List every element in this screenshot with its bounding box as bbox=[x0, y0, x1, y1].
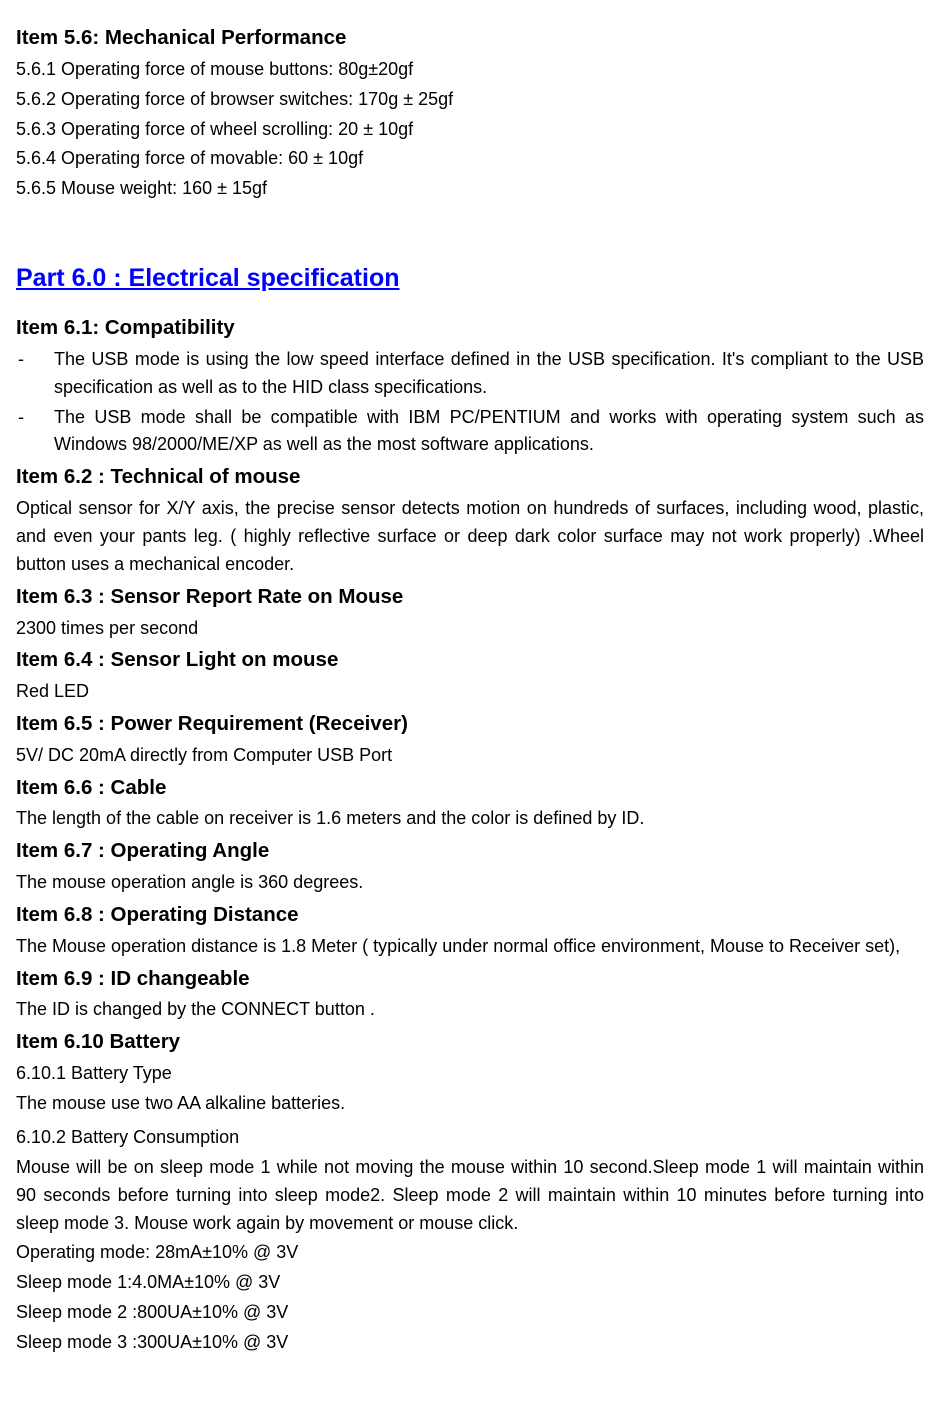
mode-line: Sleep mode 3 :300UA±10% @ 3V bbox=[16, 1329, 924, 1357]
item-5-6-line: 5.6.3 Operating force of wheel scrolling… bbox=[16, 116, 924, 144]
bullet-item: - The USB mode shall be compatible with … bbox=[16, 404, 924, 460]
item-6-5-title: Item 6.5 : Power Requirement (Receiver) bbox=[16, 708, 924, 740]
item-5-6-line: 5.6.5 Mouse weight: 160 ± 15gf bbox=[16, 175, 924, 203]
item-6-4-title: Item 6.4 : Sensor Light on mouse bbox=[16, 644, 924, 676]
part-6-title: Part 6.0 : Electrical specification bbox=[16, 259, 924, 298]
item-6-10-2-title: 6.10.2 Battery Consumption bbox=[16, 1124, 924, 1152]
item-6-3-title: Item 6.3 : Sensor Report Rate on Mouse bbox=[16, 581, 924, 613]
item-6-8-title: Item 6.8 : Operating Distance bbox=[16, 899, 924, 931]
item-6-9-body: The ID is changed by the CONNECT button … bbox=[16, 996, 924, 1024]
bullet-item: - The USB mode is using the low speed in… bbox=[16, 346, 924, 402]
item-5-6-line: 5.6.1 Operating force of mouse buttons: … bbox=[16, 56, 924, 84]
bullet-text: The USB mode shall be compatible with IB… bbox=[54, 404, 924, 460]
item-6-7-title: Item 6.7 : Operating Angle bbox=[16, 835, 924, 867]
mode-line: Sleep mode 2 :800UA±10% @ 3V bbox=[16, 1299, 924, 1327]
item-5-6-title: Item 5.6: Mechanical Performance bbox=[16, 22, 924, 54]
item-6-8-body: The Mouse operation distance is 1.8 Mete… bbox=[16, 933, 924, 961]
item-6-1-title: Item 6.1: Compatibility bbox=[16, 312, 924, 344]
item-6-7-body: The mouse operation angle is 360 degrees… bbox=[16, 869, 924, 897]
mode-line: Operating mode: 28mA±10% @ 3V bbox=[16, 1239, 924, 1267]
bullet-dash: - bbox=[16, 346, 54, 402]
item-5-6-line: 5.6.2 Operating force of browser switche… bbox=[16, 86, 924, 114]
item-6-5-body: 5V/ DC 20mA directly from Computer USB P… bbox=[16, 742, 924, 770]
bullet-dash: - bbox=[16, 404, 54, 460]
item-6-10-1-body: The mouse use two AA alkaline batteries. bbox=[16, 1090, 924, 1118]
item-6-10-title: Item 6.10 Battery bbox=[16, 1026, 924, 1058]
item-6-6-title: Item 6.6 : Cable bbox=[16, 772, 924, 804]
item-6-3-body: 2300 times per second bbox=[16, 615, 924, 643]
item-6-4-body: Red LED bbox=[16, 678, 924, 706]
bullet-text: The USB mode is using the low speed inte… bbox=[54, 346, 924, 402]
item-5-6-line: 5.6.4 Operating force of movable: 60 ± 1… bbox=[16, 145, 924, 173]
item-6-6-body: The length of the cable on receiver is 1… bbox=[16, 805, 924, 833]
item-6-9-title: Item 6.9 : ID changeable bbox=[16, 963, 924, 995]
mode-line: Sleep mode 1:4.0MA±10% @ 3V bbox=[16, 1269, 924, 1297]
item-6-10-2-body: Mouse will be on sleep mode 1 while not … bbox=[16, 1154, 924, 1238]
item-6-10-1-title: 6.10.1 Battery Type bbox=[16, 1060, 924, 1088]
item-6-2-body: Optical sensor for X/Y axis, the precise… bbox=[16, 495, 924, 579]
item-6-2-title: Item 6.2 : Technical of mouse bbox=[16, 461, 924, 493]
